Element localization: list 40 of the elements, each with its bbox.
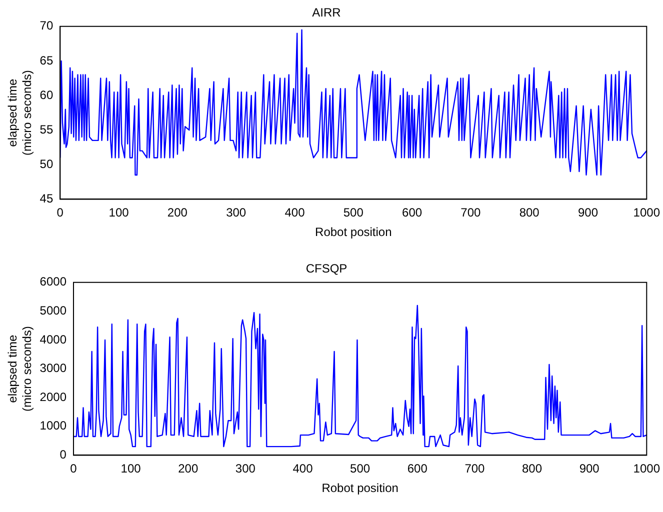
- x-tick-label: 100: [120, 462, 142, 476]
- x-tick-label: 1000: [633, 462, 660, 476]
- x-tick-label: 100: [108, 206, 130, 220]
- x-tick-label: 700: [464, 462, 486, 476]
- x-tick-label: 900: [579, 462, 600, 476]
- y-tick-label: 6000: [40, 274, 67, 289]
- y-tick-label: 0: [60, 448, 67, 462]
- y-tick-label: 4000: [40, 332, 67, 346]
- y-tick-label: 70: [40, 18, 54, 33]
- x-tick-label: 500: [350, 462, 370, 476]
- x-axis-title: Robot position: [315, 225, 392, 240]
- y-axis-title: elapsed time (micro seconds): [6, 70, 34, 156]
- y-tick-label: 60: [40, 88, 54, 102]
- x-tick-label: 900: [578, 206, 598, 220]
- x-tick-label: 1000: [633, 206, 660, 220]
- x-tick-label: 600: [402, 206, 422, 220]
- y-tick-label: 1000: [40, 418, 67, 433]
- x-tick-label: 300: [235, 462, 256, 476]
- y-tick-label: 50: [40, 156, 54, 171]
- x-tick-label: 700: [460, 206, 482, 220]
- y-tick-label: 45: [40, 192, 54, 206]
- x-tick-label: 400: [292, 462, 314, 476]
- x-tick-label: 200: [167, 206, 188, 220]
- x-tick-label: 800: [519, 206, 540, 220]
- chart-title: CFSQP: [306, 262, 348, 276]
- x-axis-title: Robot position: [322, 481, 398, 496]
- x-tick-label: 200: [178, 462, 198, 476]
- y-tick-label: 55: [40, 122, 54, 136]
- x-tick-label: 800: [522, 462, 542, 476]
- chart-title: AIRR: [312, 6, 342, 20]
- y-tick-label: 3000: [40, 361, 67, 376]
- x-tick-label: 400: [284, 206, 306, 220]
- x-tick-label: 500: [343, 206, 364, 220]
- y-tick-label: 2000: [40, 390, 67, 404]
- x-tick-label: 0: [70, 462, 78, 476]
- y-axis-title: elapsed time (micro seconds): [6, 326, 34, 412]
- x-tick-label: 600: [407, 462, 428, 476]
- x-tick-label: 300: [226, 206, 246, 220]
- y-tick-label: 65: [40, 53, 54, 68]
- y-tick-label: 5000: [40, 304, 67, 318]
